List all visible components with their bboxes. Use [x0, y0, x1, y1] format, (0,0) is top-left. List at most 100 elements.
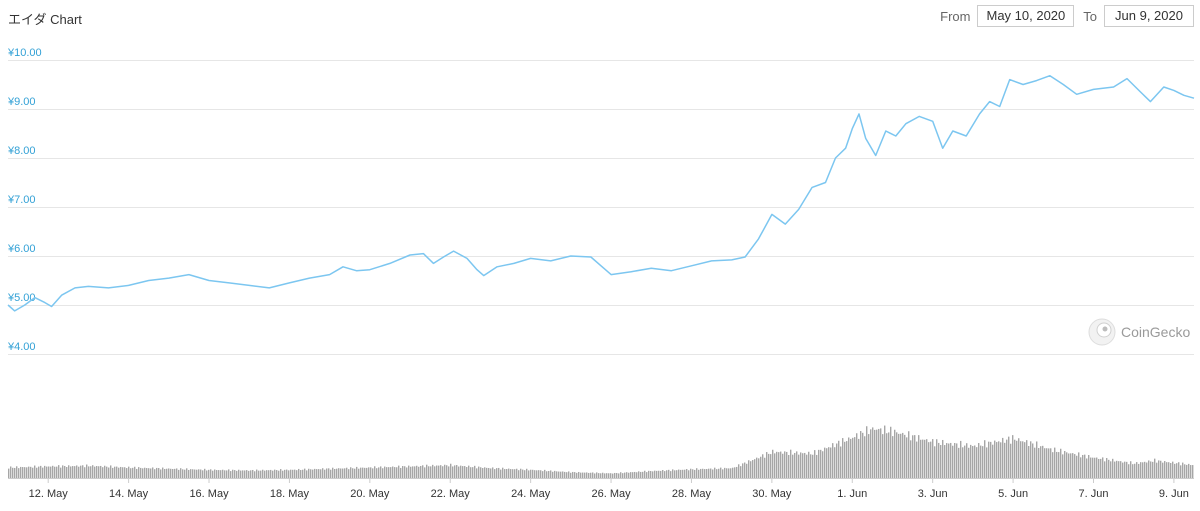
volume-bar	[574, 472, 576, 478]
volume-bar	[762, 454, 764, 478]
volume-bar	[1080, 457, 1082, 478]
from-label: From	[940, 8, 971, 24]
volume-bar	[1120, 461, 1122, 478]
volume-bar	[1134, 463, 1136, 478]
volume-bar	[362, 467, 364, 478]
volume-bar	[1118, 461, 1120, 478]
volume-bar	[976, 447, 978, 478]
volume-bar	[568, 471, 570, 478]
volume-bar	[854, 437, 856, 478]
volume-bar	[672, 469, 674, 478]
chart-title: エイダ Chart	[8, 12, 82, 27]
volume-bar	[836, 443, 838, 478]
volume-bar	[426, 464, 428, 478]
volume-bar	[56, 466, 58, 478]
volume-bar	[738, 464, 740, 478]
volume-bar	[928, 442, 930, 478]
volume-bar	[772, 449, 774, 478]
volume-bar	[356, 466, 358, 478]
volume-bar	[222, 469, 224, 478]
volume-bar	[296, 470, 298, 478]
volume-bar	[978, 443, 980, 478]
volume-bar	[754, 459, 756, 478]
volume-bar	[956, 443, 958, 478]
coingecko-watermark: CoinGecko	[1088, 318, 1190, 346]
volume-bar	[70, 466, 72, 478]
volume-bar	[564, 471, 566, 478]
volume-bar	[714, 467, 716, 478]
volume-bar	[732, 467, 734, 478]
volume-bar	[1086, 458, 1088, 478]
volume-bar	[20, 466, 22, 478]
volume-bar	[188, 469, 190, 478]
volume-bar	[1040, 446, 1042, 478]
volume-bar	[996, 442, 998, 478]
volume-bar	[58, 465, 60, 478]
volume-bar	[612, 473, 614, 478]
to-date-input[interactable]: Jun 9, 2020	[1104, 5, 1194, 27]
volume-bar	[858, 438, 860, 478]
volume-bar	[342, 468, 344, 478]
volume-bar	[954, 443, 956, 478]
volume-bar	[266, 470, 268, 478]
volume-bar	[822, 451, 824, 478]
volume-bar	[268, 470, 270, 478]
volume-bar	[1032, 443, 1034, 478]
volume-bar	[1092, 457, 1094, 478]
volume-bar	[770, 454, 772, 478]
volume-bar	[96, 466, 98, 478]
volume-bar	[730, 468, 732, 478]
volume-bar	[526, 468, 528, 478]
volume-bar	[814, 450, 816, 478]
volume-bar	[84, 467, 86, 478]
volume-bar	[598, 473, 600, 478]
volume-bar	[1178, 462, 1180, 478]
volume-bar	[404, 466, 406, 478]
volume-bar	[230, 471, 232, 478]
x-tick-label-0: 12. May	[29, 488, 69, 500]
volume-bar	[636, 472, 638, 478]
volume-bar	[294, 469, 296, 478]
volume-bar	[1030, 441, 1032, 478]
volume-bar	[804, 452, 806, 478]
volume-bar	[608, 473, 610, 478]
volume-bar	[676, 470, 678, 478]
volume-bar	[500, 469, 502, 478]
volume-bar	[742, 463, 744, 478]
volume-bar	[988, 441, 990, 478]
volume-bar	[1102, 457, 1104, 478]
volume-bar	[528, 470, 530, 478]
volume-bar	[1038, 448, 1040, 478]
volume-bar	[938, 442, 940, 478]
volume-bar	[516, 468, 518, 478]
volume-bar	[1062, 454, 1064, 478]
volume-bar	[974, 445, 976, 478]
volume-bar	[798, 454, 800, 478]
volume-bar	[10, 466, 12, 478]
volume-bar	[970, 444, 972, 478]
volume-bar	[718, 468, 720, 478]
volume-bar	[940, 445, 942, 478]
volume-bar	[746, 463, 748, 478]
volume-bar	[398, 465, 400, 478]
from-date-input[interactable]: May 10, 2020	[977, 5, 1075, 27]
volume-bar	[386, 467, 388, 478]
volume-bar	[332, 467, 334, 478]
volume-bar	[898, 433, 900, 478]
volume-bar	[462, 466, 464, 478]
volume-bar	[918, 435, 920, 478]
volume-bar	[470, 467, 472, 478]
x-tick-label-5: 22. May	[431, 488, 471, 500]
volume-bar	[326, 468, 328, 478]
volume-bar	[224, 470, 226, 478]
volume-bar	[1052, 452, 1054, 478]
y-tick-label-4: ¥8.00	[7, 145, 36, 157]
volume-bar	[382, 468, 384, 478]
volume-bar	[634, 471, 636, 478]
volume-bar	[72, 466, 74, 478]
volume-bar	[698, 469, 700, 478]
volume-bar	[1106, 457, 1108, 478]
volume-bar	[400, 467, 402, 478]
volume-bar	[824, 447, 826, 478]
